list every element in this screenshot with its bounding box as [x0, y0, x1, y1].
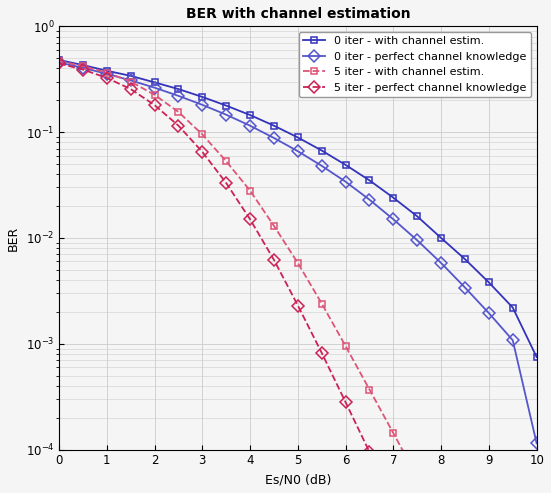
0 iter - with channel estim. — [127, 73, 134, 79]
0 iter - perfect channel knowledge — [295, 148, 301, 154]
0 iter - with channel estim. — [510, 305, 516, 311]
5 iter - with channel estim. — [199, 132, 206, 138]
0 iter - with channel estim. — [56, 57, 62, 63]
0 iter - perfect channel knowledge — [414, 237, 420, 243]
5 iter - perfect channel knowledge — [295, 303, 301, 309]
0 iter - perfect channel knowledge — [56, 60, 62, 66]
0 iter - perfect channel knowledge — [438, 260, 445, 266]
0 iter - with channel estim. — [247, 112, 253, 118]
0 iter - perfect channel knowledge — [510, 337, 516, 343]
0 iter - with channel estim. — [223, 103, 230, 108]
0 iter - with channel estim. — [414, 213, 420, 219]
0 iter - perfect channel knowledge — [318, 163, 325, 169]
5 iter - with channel estim. — [223, 158, 230, 164]
5 iter - with channel estim. — [56, 58, 62, 64]
0 iter - perfect channel knowledge — [342, 179, 349, 185]
Legend: 0 iter - with channel estim., 0 iter - perfect channel knowledge, 5 iter - with : 0 iter - with channel estim., 0 iter - p… — [299, 32, 531, 98]
0 iter - with channel estim. — [438, 235, 445, 241]
0 iter - with channel estim. — [175, 86, 182, 92]
0 iter - with channel estim. — [80, 62, 87, 68]
5 iter - with channel estim. — [318, 301, 325, 307]
Title: BER with channel estimation: BER with channel estimation — [186, 7, 410, 21]
0 iter - perfect channel knowledge — [80, 65, 87, 71]
0 iter - with channel estim. — [342, 162, 349, 168]
5 iter - with channel estim. — [104, 70, 110, 75]
0 iter - with channel estim. — [318, 147, 325, 153]
0 iter - with channel estim. — [366, 177, 373, 183]
0 iter - perfect channel knowledge — [175, 93, 182, 99]
5 iter - perfect channel knowledge — [127, 86, 134, 92]
Line: 0 iter - perfect channel knowledge: 0 iter - perfect channel knowledge — [55, 58, 541, 447]
5 iter - perfect channel knowledge — [199, 149, 206, 155]
5 iter - with channel estim. — [295, 260, 301, 266]
5 iter - with channel estim. — [247, 188, 253, 194]
Line: 5 iter - perfect channel knowledge: 5 iter - perfect channel knowledge — [55, 59, 541, 493]
Y-axis label: BER: BER — [7, 225, 20, 250]
5 iter - with channel estim. — [127, 79, 134, 85]
0 iter - perfect channel knowledge — [390, 216, 397, 222]
5 iter - with channel estim. — [175, 109, 182, 115]
X-axis label: Es/N0 (dB): Es/N0 (dB) — [264, 473, 331, 486]
0 iter - with channel estim. — [271, 123, 277, 129]
0 iter - perfect channel knowledge — [152, 85, 158, 91]
5 iter - perfect channel knowledge — [247, 216, 253, 222]
0 iter - with channel estim. — [104, 68, 110, 74]
Line: 5 iter - with channel estim.: 5 iter - with channel estim. — [56, 58, 540, 493]
5 iter - perfect channel knowledge — [175, 123, 182, 129]
0 iter - with channel estim. — [295, 135, 301, 141]
0 iter - perfect channel knowledge — [127, 77, 134, 83]
0 iter - with channel estim. — [462, 256, 468, 262]
5 iter - with channel estim. — [80, 63, 87, 69]
0 iter - perfect channel knowledge — [104, 71, 110, 77]
5 iter - perfect channel knowledge — [366, 449, 373, 455]
0 iter - perfect channel knowledge — [485, 310, 492, 316]
0 iter - perfect channel knowledge — [366, 197, 373, 203]
0 iter - perfect channel knowledge — [271, 135, 277, 141]
5 iter - perfect channel knowledge — [56, 61, 62, 67]
5 iter - with channel estim. — [390, 430, 397, 436]
0 iter - with channel estim. — [390, 195, 397, 201]
5 iter - perfect channel knowledge — [152, 102, 158, 108]
5 iter - with channel estim. — [342, 343, 349, 349]
0 iter - with channel estim. — [485, 280, 492, 285]
5 iter - with channel estim. — [271, 223, 277, 229]
5 iter - with channel estim. — [414, 474, 420, 480]
5 iter - perfect channel knowledge — [318, 350, 325, 356]
0 iter - perfect channel knowledge — [223, 112, 230, 118]
5 iter - with channel estim. — [366, 387, 373, 392]
0 iter - perfect channel knowledge — [462, 284, 468, 290]
0 iter - with channel estim. — [199, 94, 206, 100]
0 iter - with channel estim. — [152, 79, 158, 85]
5 iter - perfect channel knowledge — [342, 399, 349, 405]
5 iter - perfect channel knowledge — [104, 75, 110, 81]
0 iter - perfect channel knowledge — [247, 123, 253, 129]
0 iter - with channel estim. — [533, 354, 540, 360]
5 iter - perfect channel knowledge — [80, 67, 87, 72]
0 iter - perfect channel knowledge — [533, 440, 540, 446]
5 iter - perfect channel knowledge — [271, 257, 277, 263]
Line: 0 iter - with channel estim.: 0 iter - with channel estim. — [56, 57, 540, 360]
0 iter - perfect channel knowledge — [199, 102, 206, 108]
5 iter - perfect channel knowledge — [223, 180, 230, 186]
5 iter - with channel estim. — [152, 92, 158, 98]
